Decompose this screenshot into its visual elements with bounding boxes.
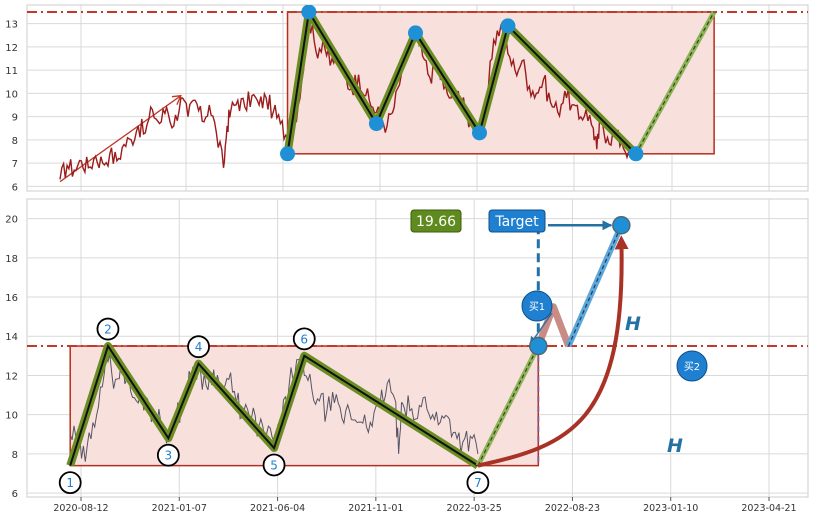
pivot-number-label: 6 — [300, 332, 308, 346]
top-y-tick-label: 12 — [5, 43, 18, 54]
target-value-text: 19.66 — [416, 214, 456, 230]
top-pivot-marker — [471, 125, 487, 141]
pivot-number-circle — [187, 335, 210, 359]
buy1-badge: 买1 — [521, 290, 553, 322]
top-pivot-marker — [280, 146, 296, 162]
pivot-number-circle — [96, 317, 120, 341]
bottom-key-marker — [612, 216, 631, 235]
bottom-y-tick-label: 12 — [5, 371, 18, 382]
bottom-y-tick-label: 14 — [5, 332, 18, 343]
top-pivot-marker — [301, 5, 317, 20]
top-price-line — [59, 16, 637, 180]
pivot-number-circle — [58, 471, 82, 495]
bottom-y-tick-label: 8 — [12, 450, 18, 461]
pivot-number-label: 1 — [66, 476, 74, 490]
breakout-projection-line — [477, 345, 539, 466]
height-label-upper: H — [625, 313, 641, 335]
top-pivot-markers — [280, 5, 644, 162]
pivot-number-label: 3 — [165, 449, 173, 463]
height-label-lower: H — [667, 435, 683, 457]
pivot-number-label: 2 — [104, 323, 112, 337]
pivot-number-label: 7 — [474, 476, 482, 490]
bottom-y-tick-label: 6 — [12, 489, 18, 500]
top-trend-arrow — [59, 94, 182, 183]
top-pattern-box — [286, 11, 715, 155]
bottom-y-tick-label: 20 — [5, 215, 18, 226]
top-y-ticks: 6 7 8 9 10 11 12 13 — [5, 20, 18, 194]
pivot-number-label: 5 — [270, 458, 278, 472]
bottom-pivot-markers — [529, 216, 631, 356]
bottom-y-tick-label: 10 — [5, 411, 18, 422]
top-pivot-marker — [408, 25, 423, 41]
top-y-tick-label: 11 — [5, 66, 18, 77]
x-tick-label: 2023-01-10 — [643, 503, 698, 514]
pivot-number-labels: 1 2 3 4 5 6 7 — [58, 317, 490, 495]
pivot-number-circle — [292, 327, 316, 351]
top-y-tick-label: 13 — [5, 20, 18, 31]
target-value-box: 19.66 — [410, 209, 462, 233]
top-panel: 6 7 8 9 10 11 12 13 — [5, 4, 809, 194]
target-curve-arrow — [477, 235, 629, 468]
bottom-pattern-zigzag — [69, 343, 479, 467]
x-tick-label: 2023-04-21 — [741, 503, 796, 514]
top-y-tick-label: 6 — [12, 182, 18, 193]
pullback-shape — [535, 303, 572, 348]
bottom-x-ticks: 2020-08-12 2021-01-07 2021-06-04 2021-11-01… — [53, 497, 797, 514]
bottom-y-tick-label: 18 — [5, 254, 18, 265]
top-pivot-marker — [628, 146, 644, 162]
x-tick-label: 2021-06-04 — [250, 503, 305, 514]
top-pivot-marker — [368, 116, 384, 132]
x-tick-label: 2022-08-23 — [545, 503, 600, 514]
x-tick-label: 2021-01-07 — [152, 503, 207, 514]
target-label-box: Target — [488, 209, 546, 233]
bottom-y-tick-label: 16 — [5, 293, 18, 304]
top-pivot-marker — [500, 18, 516, 34]
pivot-number-circle — [156, 443, 180, 467]
bottom-key-marker — [529, 336, 548, 356]
x-tick-label: 2022-03-25 — [447, 503, 502, 514]
pivot-number-circle — [262, 453, 286, 477]
top-y-tick-label: 10 — [5, 89, 18, 100]
pivot-number-label: 4 — [195, 340, 203, 354]
top-projection-line — [635, 11, 715, 155]
x-tick-label: 2021-11-01 — [348, 503, 403, 514]
target-projection-line — [567, 225, 622, 347]
buy1-label: 买1 — [529, 301, 545, 313]
top-y-tick-label: 7 — [12, 159, 18, 170]
top-y-tick-label: 8 — [12, 136, 18, 147]
buy2-label: 买2 — [684, 361, 700, 373]
pivot-number-circle — [466, 471, 490, 495]
top-y-tick-label: 9 — [12, 113, 18, 124]
x-tick-label: 2020-08-12 — [53, 503, 108, 514]
buy2-badge: 买2 — [676, 350, 708, 382]
target-label-text: Target — [494, 214, 539, 230]
bottom-y-ticks: 6 8 10 12 14 16 18 20 — [5, 215, 18, 500]
